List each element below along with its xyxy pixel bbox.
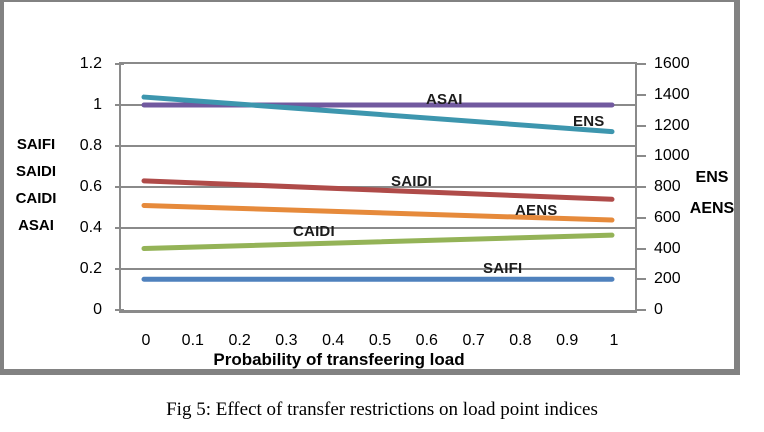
y-axis-right-tick-label: 1000	[654, 147, 690, 165]
x-axis-tick-label: 0.4	[322, 332, 345, 349]
x-axis-tick-label: 0.6	[415, 332, 438, 349]
y-axis-right-tick-label: 1600	[654, 55, 690, 72]
plot-svg	[121, 94, 635, 282]
y-axis-right-tick-label: 0	[654, 301, 663, 318]
right-axis-title-line: AENS	[689, 200, 735, 217]
right-axis-title-line: ENS	[695, 169, 729, 186]
axis-tick-mark	[637, 216, 646, 219]
left-axis-title: SAIFI SAIDI CAIDI ASAI	[6, 131, 66, 239]
y-axis-left-tick-label: 0.4	[79, 219, 102, 236]
chart-frame: SAIFI SAIDI CAIDI ASAI ENS AENS 0 0.2 0.4 0.6 0.…	[0, 0, 740, 375]
series-label-saidi: SAIDI	[391, 173, 433, 190]
x-axis-tick-label: 0.1	[181, 332, 204, 349]
axis-tick-mark	[115, 309, 124, 311]
series-label-asai: ASAI	[426, 91, 463, 108]
x-axis-tick-label: 0.5	[368, 332, 392, 349]
y-axis-left-tick-label: 1.2	[79, 55, 102, 72]
y-axis-right-tick-label: 200	[654, 270, 681, 288]
right-axis-title: ENS AENS	[682, 162, 742, 224]
axis-tick-mark	[637, 155, 646, 158]
x-axis-tick-label: 1	[609, 332, 619, 349]
left-axis-title-line: ASAI	[18, 217, 54, 234]
series-line-caidi	[141, 232, 615, 251]
axis-tick-mark	[637, 124, 646, 127]
plot-area	[119, 62, 637, 313]
left-axis-title-line: SAIFI	[16, 136, 56, 153]
series-label-saifi: SAIFI	[483, 260, 523, 277]
axis-tick-mark	[637, 247, 646, 250]
axis-tick-mark	[637, 278, 646, 281]
series-label-caidi: CAIDI	[293, 223, 335, 240]
y-axis-right-tick-label: 1200	[654, 116, 690, 134]
series-label-aens: AENS	[515, 202, 558, 219]
axis-tick-mark	[115, 145, 124, 147]
axis-tick-mark	[637, 309, 646, 311]
series-line-aens	[141, 202, 615, 223]
axis-tick-mark	[115, 104, 124, 106]
series-line-ens	[141, 94, 615, 135]
y-axis-right-tick-label: 1400	[654, 85, 690, 103]
axis-tick-mark	[637, 93, 646, 96]
y-axis-left-tick-label: 0.2	[79, 260, 102, 277]
y-axis-right-tick-label: 600	[654, 208, 681, 226]
x-axis-tick-label: 0.9	[556, 332, 579, 349]
left-axis-title-line: SAIDI	[15, 163, 56, 180]
x-axis-title: Probability of transfeering load	[213, 350, 465, 369]
axis-tick-mark	[115, 186, 124, 188]
series-label-ens: ENS	[573, 113, 605, 130]
x-axis-tick-label: 0.2	[228, 332, 251, 349]
y-axis-left-tick-label: 0.6	[79, 178, 102, 195]
series-line-saidi	[141, 178, 615, 202]
y-axis-left-tick-label: 1	[93, 96, 102, 113]
x-axis-tick-label: 0.7	[462, 332, 485, 349]
x-axis-tick-label: 0	[141, 332, 151, 349]
y-axis-right-tick-label: 800	[654, 178, 681, 195]
y-axis-right-tick-label: 400	[654, 239, 681, 257]
x-axis-tick-label: 0.3	[275, 332, 298, 349]
axis-tick-mark	[637, 63, 646, 65]
x-axis-tick-label: 0.8	[509, 332, 532, 349]
figure-caption: Fig 5: Effect of transfer restrictions o…	[166, 399, 598, 420]
axis-tick-mark	[637, 186, 646, 188]
y-axis-left-tick-label: 0	[93, 301, 102, 318]
axis-tick-mark	[115, 268, 124, 270]
y-axis-left-tick-label: 0.8	[79, 137, 102, 154]
left-axis-title-line: CAIDI	[15, 190, 57, 207]
axis-tick-mark	[115, 227, 124, 229]
axis-tick-mark	[115, 63, 124, 65]
